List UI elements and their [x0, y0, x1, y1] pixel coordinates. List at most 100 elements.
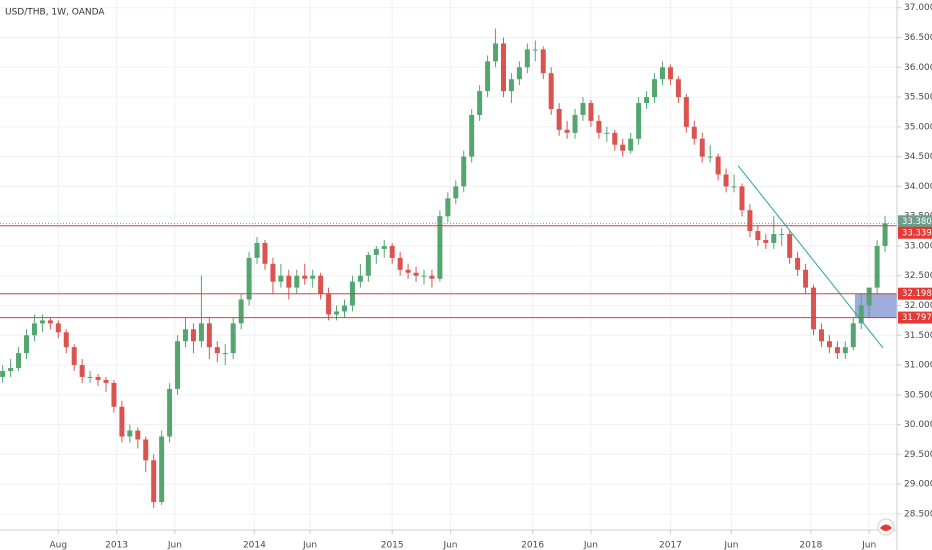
candle-body: [779, 234, 785, 236]
candle-body: [461, 156, 467, 187]
candle-body: [755, 231, 761, 240]
candle-body: [31, 323, 37, 336]
y-tick-label: 29.000: [904, 480, 932, 490]
x-tick-label: 2014: [243, 541, 266, 550]
candle-body: [604, 132, 610, 134]
candle-body: [365, 254, 371, 276]
level-label: 32.198: [902, 289, 932, 299]
x-tick-label: Jun: [723, 541, 738, 550]
candle-body: [540, 49, 546, 74]
level-box: [898, 226, 932, 239]
zone: [854, 293, 897, 318]
candle-body: [143, 439, 149, 461]
y-tick-label: 33.000: [904, 241, 932, 251]
candle-body: [636, 103, 642, 139]
logo-shape[interactable]: [880, 524, 892, 532]
x-tick-label: Jun: [167, 541, 182, 550]
candle-body: [612, 132, 618, 145]
candle-body: [866, 287, 872, 306]
candle-body: [71, 347, 77, 366]
candle-body: [389, 245, 395, 258]
y-tick-label: 35.000: [904, 122, 932, 132]
candle-body: [246, 257, 252, 300]
y-tick-label: 32.000: [904, 301, 932, 311]
candle-body: [850, 323, 856, 348]
y-tick-label: 37.000: [904, 3, 932, 13]
candle-body: [357, 275, 363, 282]
candle-body: [659, 67, 665, 80]
candle-body: [508, 79, 514, 92]
candle-body: [421, 275, 427, 277]
level-box: [898, 311, 932, 324]
x-tick-label: 2013: [105, 541, 128, 550]
candle-body: [580, 103, 586, 115]
candle-body: [127, 430, 133, 437]
candle-body: [731, 186, 737, 188]
candle-body: [413, 272, 419, 276]
candle-body: [874, 245, 880, 288]
y-tick-label: 32.500: [904, 271, 932, 281]
candle-body: [302, 275, 308, 279]
candle-body: [453, 186, 459, 199]
y-tick-label: 35.500: [904, 93, 932, 103]
y-tick-label: 31.000: [904, 361, 932, 371]
candle-body: [214, 347, 220, 354]
candle-body: [55, 323, 61, 333]
candle-body: [858, 305, 864, 324]
candle-body: [834, 347, 840, 354]
candle-body: [477, 91, 483, 115]
candle-body: [548, 73, 554, 109]
candle-body: [310, 275, 316, 279]
candle-body: [373, 248, 379, 255]
candle-body: [699, 138, 705, 157]
candle-body: [826, 341, 832, 348]
candle-body: [644, 97, 650, 104]
candle-body: [182, 329, 188, 342]
candle-body: [500, 43, 506, 92]
candle-body: [787, 234, 793, 258]
y-tick-label: 31.500: [904, 331, 932, 341]
x-tick-label: 2018: [799, 541, 822, 550]
candle-body: [818, 329, 824, 342]
candle-body: [445, 198, 451, 217]
candle-body: [437, 216, 443, 279]
grid: [0, 0, 897, 530]
candle-body: [842, 347, 848, 354]
logo[interactable]: [877, 518, 895, 536]
candle-body: [135, 430, 141, 440]
candle-body: [707, 156, 713, 158]
candle-body: [397, 257, 403, 270]
candle-body: [334, 311, 340, 315]
candle-body: [588, 103, 594, 121]
candle-body: [572, 114, 578, 133]
candle-body: [190, 329, 196, 342]
candle-body: [87, 376, 93, 378]
candle-body: [803, 269, 809, 288]
x-tick-label: Jun: [861, 541, 876, 550]
last-price-box: [898, 215, 932, 228]
candle-body: [485, 61, 491, 92]
y-tick-label: 34.500: [904, 152, 932, 162]
y-tick-label: 28.500: [904, 509, 932, 519]
candle-body: [493, 43, 499, 62]
last-price-label: 33.380: [902, 217, 932, 227]
candle-body: [47, 320, 53, 324]
candle-body: [429, 275, 435, 279]
candle-body: [8, 368, 14, 371]
candle-body: [23, 335, 29, 354]
candle-body: [175, 341, 181, 389]
axes: 28.500 29.000 29.500 30.000 30.500 31.000 31.5…: [50, 3, 932, 550]
candle-body: [882, 223, 888, 246]
y-tick-label: 29.500: [904, 450, 932, 460]
candle-body: [103, 379, 109, 383]
candle-body: [524, 49, 530, 68]
candle-body: [159, 436, 165, 503]
candle-body: [683, 97, 689, 127]
candle-body: [167, 388, 173, 437]
candle-body: [119, 406, 125, 437]
candle-body: [771, 234, 777, 243]
candle-body: [0, 371, 6, 377]
candle-body: [715, 156, 721, 175]
candle-body: [230, 323, 236, 354]
